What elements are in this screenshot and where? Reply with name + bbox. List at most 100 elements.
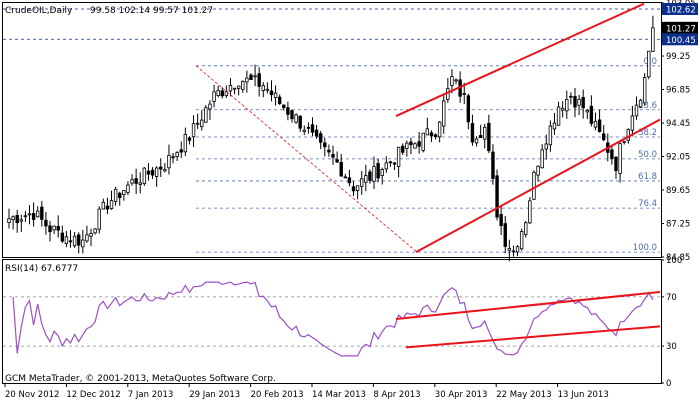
- candle-bear: [495, 175, 499, 218]
- candle-bull: [89, 232, 93, 237]
- price-tick-label: 87.25: [666, 220, 690, 230]
- candle-bull: [585, 109, 589, 113]
- candle-bear: [269, 90, 274, 96]
- candle-bull: [642, 77, 647, 104]
- candle-bull: [536, 165, 540, 176]
- candle-bull: [507, 248, 512, 251]
- candle-bear: [417, 141, 421, 147]
- candle-bull: [593, 120, 598, 128]
- candle-bull: [302, 129, 306, 132]
- candle-bear: [388, 161, 393, 164]
- price-tag-label: 102.62: [666, 6, 696, 16]
- candle-bear: [376, 163, 380, 179]
- candle-bull: [638, 99, 643, 108]
- candle-bull: [142, 167, 147, 184]
- price-tick-label: 89.65: [666, 186, 690, 196]
- candle-bull: [544, 143, 548, 150]
- candle-bull: [425, 128, 430, 136]
- axes: 103.0599.2596.8594.4592.0589.6587.2584.8…: [4, 0, 698, 400]
- candle-bull: [437, 121, 442, 138]
- candle-bull: [405, 142, 409, 149]
- candle-bear: [401, 145, 405, 153]
- rsi-title: RSI(14) 67.6777: [5, 264, 78, 274]
- candle-bull: [228, 85, 233, 92]
- candle-bear: [310, 124, 315, 133]
- candle-bull: [454, 79, 458, 82]
- candle-bear: [323, 142, 327, 148]
- candle-bull: [195, 122, 200, 125]
- candle-bull: [163, 169, 167, 172]
- candle-bear: [429, 132, 434, 137]
- rsi-series: [12, 281, 661, 357]
- candle-bull: [651, 27, 655, 52]
- candle-bull: [191, 123, 196, 138]
- candle-bull: [232, 87, 237, 90]
- candle-bull: [7, 218, 11, 224]
- candle-bear: [597, 119, 602, 132]
- rsi-panel-frame: [2, 259, 662, 384]
- candle-bull: [462, 93, 466, 95]
- candle-bear: [491, 151, 495, 179]
- candle-bull: [384, 162, 389, 170]
- candle-bear: [171, 156, 175, 159]
- ohlc-header: 99.58 102.14 99.57 101.27: [90, 6, 213, 16]
- candle-bull: [626, 129, 630, 141]
- candle-bull: [565, 99, 569, 112]
- candle-bear: [159, 166, 163, 170]
- candle-bull: [396, 146, 401, 167]
- candle-bear: [392, 162, 397, 165]
- candle-bull: [515, 246, 520, 253]
- fib-level-label: 50.0: [638, 150, 657, 160]
- candle-bear: [318, 133, 323, 143]
- x-tick-label: 13 Jun 2013: [558, 390, 609, 400]
- candle-bear: [105, 205, 110, 210]
- candle-bear: [15, 215, 19, 224]
- candle-bull: [101, 201, 106, 210]
- candle-bull: [216, 90, 220, 96]
- candle-bear: [220, 90, 224, 97]
- rsi-level-lines: [3, 296, 661, 347]
- price-tick-label: 99.25: [666, 52, 690, 62]
- candle-bull: [511, 250, 516, 253]
- candle-bull: [524, 222, 528, 235]
- candle-bull: [167, 154, 171, 169]
- candle-bull: [483, 126, 487, 140]
- candle-bull: [175, 152, 179, 158]
- price-tick-label: 94.45: [666, 119, 690, 129]
- candle-bear: [60, 232, 65, 242]
- rsi-tick-label: 30: [666, 342, 677, 352]
- candle-bear: [68, 240, 73, 243]
- candle-bull: [618, 143, 622, 174]
- candle-bear: [31, 213, 36, 220]
- candle-bear: [179, 149, 183, 153]
- candle-bear: [44, 219, 48, 227]
- candle-bull: [126, 184, 130, 193]
- candle-bull: [647, 50, 651, 78]
- fib-level-label: 38.2: [638, 128, 657, 138]
- candle-bear: [56, 226, 60, 231]
- candle-bull: [93, 228, 97, 234]
- fib-anchor-diagonal: [195, 65, 418, 253]
- candle-bull: [474, 138, 479, 144]
- price-tag-box: [662, 33, 698, 46]
- x-tick-label: 12 Dec 2012: [66, 390, 120, 400]
- candle-bear: [327, 149, 331, 153]
- candle-bull: [27, 213, 32, 216]
- candle-bull: [204, 107, 208, 123]
- channel-lower-line: [415, 118, 661, 253]
- candle-bear: [343, 176, 348, 179]
- candle-bear: [187, 137, 192, 141]
- rsi-channel-lower: [405, 325, 661, 349]
- price-title: CrudeOIL,Daily: [5, 6, 73, 16]
- candle-bull: [360, 178, 364, 187]
- candle-bull: [450, 76, 454, 86]
- candle-bear: [581, 97, 585, 109]
- candle-bull: [138, 182, 142, 185]
- candle-bull: [97, 208, 101, 230]
- rsi-line: [12, 281, 654, 357]
- candle-bull: [622, 140, 626, 143]
- candle-bear: [134, 178, 138, 184]
- candle-bear: [331, 153, 335, 158]
